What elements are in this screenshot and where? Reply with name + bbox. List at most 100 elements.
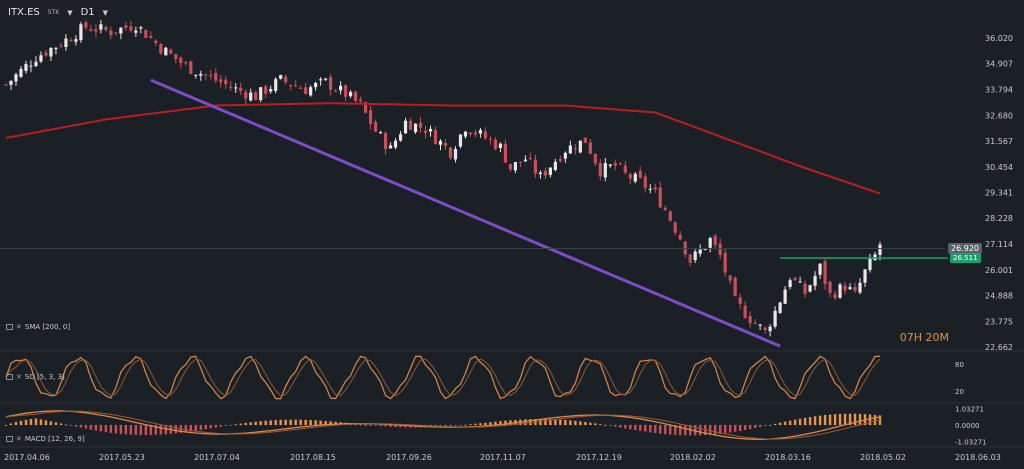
candle-body xyxy=(788,280,792,288)
candle-body xyxy=(718,243,722,255)
candle-body xyxy=(673,222,677,233)
macd-histogram-bar xyxy=(449,425,452,427)
macd-histogram-bar xyxy=(69,425,73,426)
candle-body xyxy=(573,148,577,150)
macd-histogram-bar xyxy=(634,425,637,431)
macd-histogram-bar xyxy=(14,422,18,425)
macd-histogram-bar xyxy=(838,413,842,425)
candle-body xyxy=(368,110,373,125)
so-tick-label: 20 xyxy=(955,388,964,396)
candle-body xyxy=(264,86,268,94)
macd-histogram-bar xyxy=(599,424,602,425)
price-tick-label: 22.662 xyxy=(985,343,1013,352)
macd-histogram-bar xyxy=(374,425,377,426)
candle-body xyxy=(29,65,33,67)
chevron-down-icon[interactable]: ▼ xyxy=(102,8,109,17)
macd-histogram-bar xyxy=(644,425,647,432)
macd-histogram-bar xyxy=(818,415,822,425)
macd-histogram-bar xyxy=(843,413,847,425)
chart-header: ITX.ES STK ▼ D1 ▼ xyxy=(8,7,108,18)
candle-body xyxy=(728,275,732,281)
close-icon[interactable]: ✕ xyxy=(16,323,22,331)
macd-histogram-bar xyxy=(813,416,817,425)
macd-histogram-bar xyxy=(84,425,88,429)
macd-histogram-bar xyxy=(199,425,202,430)
close-icon[interactable]: ✕ xyxy=(16,435,22,443)
macd-histogram-bar xyxy=(314,420,317,425)
exchange-badge: STK xyxy=(47,9,60,16)
price-tick-label: 32.680 xyxy=(985,111,1013,120)
candle-body xyxy=(758,324,762,326)
candle-body xyxy=(588,142,592,154)
close-icon[interactable]: ✕ xyxy=(16,373,22,381)
macd-histogram-bar xyxy=(649,425,652,433)
macd-histogram-bar xyxy=(39,419,43,425)
candle-body xyxy=(803,283,807,294)
macd-histogram-bar xyxy=(99,425,103,432)
candle-body xyxy=(64,38,68,47)
macd-histogram-bar xyxy=(149,425,153,435)
macd-histogram-bar xyxy=(559,419,562,425)
macd-histogram-bar xyxy=(259,421,262,425)
chevron-down-icon[interactable]: ▼ xyxy=(67,8,73,17)
candle-body xyxy=(329,77,333,90)
settings-icon[interactable] xyxy=(6,324,13,330)
macd-histogram-bar xyxy=(853,413,857,425)
macd-histogram-bar xyxy=(249,422,252,425)
macd-histogram-bar xyxy=(9,423,13,425)
macd-histogram-bar xyxy=(204,425,207,430)
candle-body xyxy=(528,157,532,159)
candle-body xyxy=(398,134,403,141)
macd-histogram-bar xyxy=(334,421,337,425)
candle-body xyxy=(99,24,103,30)
macd-histogram-bar xyxy=(524,419,527,425)
settings-icon[interactable] xyxy=(6,436,13,442)
candle-body xyxy=(818,263,822,275)
macd-histogram-bar xyxy=(773,423,777,425)
candle-body xyxy=(4,84,8,86)
price-tick-label: 23.775 xyxy=(985,317,1013,326)
price-tick-label: 33.794 xyxy=(985,85,1013,94)
macd-histogram-bar xyxy=(549,419,552,425)
candle-body xyxy=(74,39,78,42)
candle-body xyxy=(24,64,28,71)
macd-histogram-bar xyxy=(758,425,762,428)
candle-body xyxy=(823,261,827,285)
candle-body xyxy=(858,282,862,293)
time-tick-label: 2018.06.03 xyxy=(955,453,1001,462)
macd-histogram-bar xyxy=(783,421,787,425)
candle-body xyxy=(553,161,557,171)
macd-histogram-bar xyxy=(79,425,83,428)
macd-histogram-bar xyxy=(59,423,63,425)
time-tick-label: 2018.05.02 xyxy=(860,453,906,462)
macd-histogram-bar xyxy=(384,425,387,427)
candle-body xyxy=(124,25,128,28)
macd-histogram-bar xyxy=(574,420,577,425)
candle-body xyxy=(863,269,867,283)
macd-histogram-bar xyxy=(19,420,23,425)
candle-body xyxy=(723,252,727,273)
macd-histogram-bar xyxy=(713,425,717,435)
candle-body xyxy=(838,284,842,298)
candle-body xyxy=(598,163,602,177)
settings-icon[interactable] xyxy=(6,374,13,380)
timeframe-selector[interactable]: D1 xyxy=(80,7,95,18)
macd-histogram-bar xyxy=(369,425,372,426)
macd-histogram-bar xyxy=(219,425,222,427)
candle-body xyxy=(763,327,767,331)
time-tick-label: 2017.11.07 xyxy=(480,453,526,462)
macd-histogram-bar xyxy=(144,425,148,436)
candle-body xyxy=(683,241,687,255)
symbol-name[interactable]: ITX.ES xyxy=(8,7,40,18)
macd-histogram-bar xyxy=(284,419,287,425)
macd-histogram-bar xyxy=(504,420,507,425)
macd-histogram-bar xyxy=(294,419,297,425)
candle-body xyxy=(244,91,248,99)
trendline-drawing[interactable] xyxy=(150,78,781,348)
so-indicator-label: ✕ SO [5, 3, 3] xyxy=(6,373,65,381)
candle-body xyxy=(653,187,657,190)
macd-histogram-bar xyxy=(669,425,672,435)
candle-body xyxy=(503,143,508,163)
macd-histogram-bar xyxy=(629,425,632,430)
